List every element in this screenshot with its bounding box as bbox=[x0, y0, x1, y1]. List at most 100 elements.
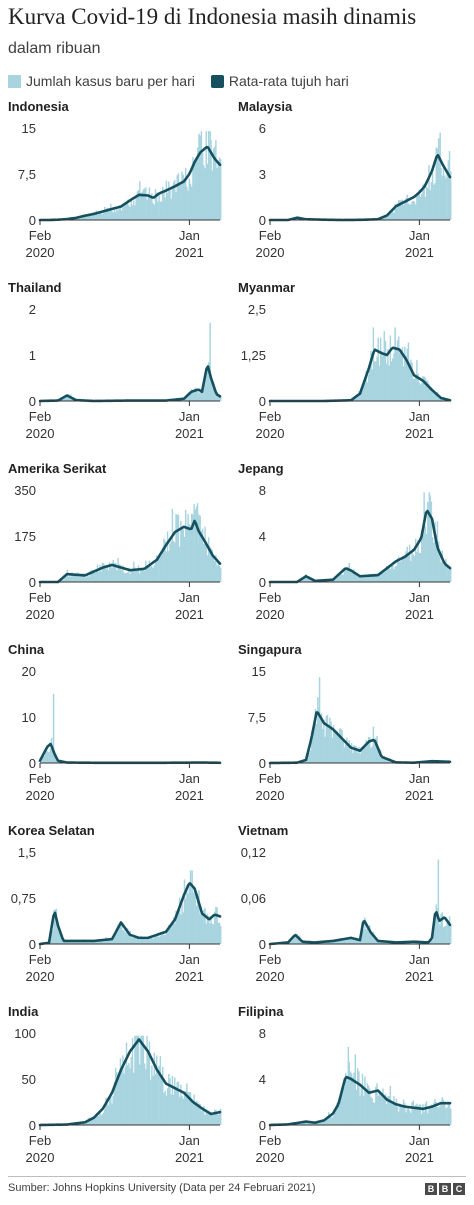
daily-bar bbox=[356, 576, 359, 582]
daily-bar bbox=[352, 752, 354, 763]
x-tick-label: Jan bbox=[409, 952, 430, 967]
daily-bar bbox=[425, 187, 428, 220]
daily-bar bbox=[120, 1067, 123, 1125]
daily-bar bbox=[112, 559, 114, 582]
daily-bar bbox=[349, 750, 352, 763]
daily-bar bbox=[309, 1122, 312, 1125]
daily-bar bbox=[440, 1104, 442, 1125]
daily-bar bbox=[83, 573, 85, 582]
daily-bar bbox=[129, 206, 131, 220]
daily-bar bbox=[131, 1038, 134, 1125]
daily-bar bbox=[66, 940, 69, 944]
daily-bar bbox=[402, 1099, 405, 1125]
daily-bar bbox=[160, 1076, 163, 1125]
daily-bar bbox=[215, 139, 217, 220]
daily-bar bbox=[114, 562, 117, 582]
daily-bar bbox=[364, 745, 366, 763]
daily-bar bbox=[313, 728, 315, 763]
daily-bar bbox=[396, 203, 399, 220]
daily-bar bbox=[402, 557, 405, 582]
daily-bar bbox=[212, 1114, 215, 1125]
daily-bar bbox=[189, 1092, 192, 1125]
daily-bar bbox=[353, 569, 355, 582]
x-tick-label: Feb bbox=[29, 1133, 51, 1148]
daily-bar bbox=[421, 382, 423, 401]
daily-bar bbox=[189, 391, 192, 401]
daily-bar bbox=[207, 131, 210, 220]
daily-bar bbox=[186, 885, 188, 944]
daily-bar bbox=[206, 370, 209, 401]
daily-bar bbox=[153, 565, 156, 582]
daily-bar bbox=[396, 558, 399, 582]
daily-bar bbox=[384, 341, 387, 401]
daily-bar bbox=[171, 188, 174, 220]
daily-bar bbox=[327, 1112, 330, 1125]
daily-bar bbox=[123, 1073, 125, 1125]
x-tick-label: Feb bbox=[29, 409, 51, 424]
daily-bar bbox=[416, 552, 418, 582]
daily-bar bbox=[377, 575, 379, 582]
daily-bar bbox=[347, 937, 349, 944]
daily-bar bbox=[398, 200, 400, 220]
daily-bar bbox=[203, 909, 205, 944]
seven-day-average-line bbox=[38, 1038, 222, 1127]
daily-bar-peak bbox=[318, 677, 321, 763]
daily-bar bbox=[443, 1104, 446, 1125]
daily-bar bbox=[61, 398, 64, 401]
daily-bar bbox=[192, 514, 194, 582]
daily-bar bbox=[433, 542, 435, 582]
daily-bar bbox=[361, 575, 364, 582]
x-tick-label: 2021 bbox=[405, 1150, 434, 1165]
daily-bar bbox=[301, 1122, 303, 1125]
daily-bar bbox=[42, 754, 44, 763]
daily-bar bbox=[153, 204, 156, 220]
daily-bar bbox=[406, 546, 408, 582]
daily-bar-peak bbox=[439, 132, 441, 220]
daily-bar bbox=[162, 547, 164, 582]
daily-bar bbox=[172, 1094, 175, 1125]
x-tick-label: 2021 bbox=[175, 245, 204, 260]
daily-bar bbox=[128, 205, 130, 220]
daily-bar bbox=[382, 1088, 384, 1125]
daily-bar-peak bbox=[196, 503, 199, 582]
daily-bar bbox=[418, 1104, 421, 1125]
daily-bar bbox=[294, 934, 296, 944]
daily-bar bbox=[65, 397, 67, 401]
legend-bar-label: Jumlah kasus baru per hari bbox=[26, 73, 195, 89]
daily-bar bbox=[194, 509, 197, 582]
daily-bar bbox=[446, 1107, 448, 1125]
panel-title: China bbox=[8, 642, 45, 657]
daily-bar bbox=[111, 567, 113, 582]
daily-bar bbox=[371, 935, 373, 944]
daily-bar bbox=[192, 156, 194, 220]
daily-bar bbox=[104, 1109, 106, 1125]
daily-bar bbox=[184, 509, 187, 582]
daily-bar bbox=[433, 389, 435, 401]
daily-bar bbox=[177, 173, 180, 220]
daily-bar bbox=[433, 932, 435, 944]
x-tick-label: Feb bbox=[259, 771, 281, 786]
x-tick-label: 2020 bbox=[256, 607, 285, 622]
daily-bar bbox=[165, 1095, 168, 1125]
daily-bar bbox=[352, 571, 354, 582]
y-tick-label: 0 bbox=[29, 937, 36, 952]
seven-day-average-line bbox=[38, 882, 222, 946]
daily-bar bbox=[385, 566, 388, 582]
daily-bar bbox=[148, 560, 151, 582]
panel-title: Filipina bbox=[238, 1004, 284, 1019]
daily-bar bbox=[410, 359, 412, 401]
daily-bar bbox=[429, 495, 431, 582]
daily-bar bbox=[181, 903, 183, 944]
daily-bar bbox=[212, 148, 215, 220]
daily-bar bbox=[123, 930, 125, 944]
x-tick-label: 2020 bbox=[26, 607, 55, 622]
daily-bar bbox=[350, 572, 353, 582]
daily-bar bbox=[431, 939, 434, 944]
daily-bar bbox=[60, 579, 62, 582]
daily-bar bbox=[195, 905, 198, 944]
daily-bar bbox=[383, 755, 386, 763]
daily-bar bbox=[354, 574, 357, 582]
daily-bar bbox=[416, 1103, 418, 1125]
daily-bar bbox=[423, 492, 425, 582]
daily-bar bbox=[142, 938, 145, 944]
